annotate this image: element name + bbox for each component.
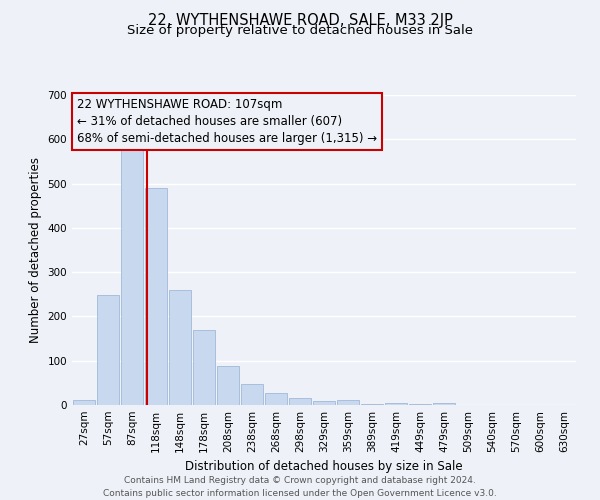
Text: 22, WYTHENSHAWE ROAD, SALE, M33 2JP: 22, WYTHENSHAWE ROAD, SALE, M33 2JP [148,12,452,28]
Bar [145,188,167,405]
Bar [265,393,287,405]
Text: Contains HM Land Registry data © Crown copyright and database right 2024.
Contai: Contains HM Land Registry data © Crown c… [103,476,497,498]
Text: 22 WYTHENSHAWE ROAD: 107sqm
← 31% of detached houses are smaller (607)
68% of se: 22 WYTHENSHAWE ROAD: 107sqm ← 31% of det… [77,98,377,145]
Bar [121,150,143,405]
Text: Size of property relative to detached houses in Sale: Size of property relative to detached ho… [127,24,473,37]
Bar [169,290,191,405]
Bar [97,295,119,405]
Bar [241,384,263,405]
Bar [409,404,431,405]
Bar [361,404,383,405]
Bar [313,402,335,405]
Y-axis label: Number of detached properties: Number of detached properties [29,157,42,343]
Bar [337,400,359,405]
X-axis label: Distribution of detached houses by size in Sale: Distribution of detached houses by size … [185,460,463,473]
Bar [193,330,215,405]
Bar [385,403,407,405]
Bar [289,398,311,405]
Bar [217,366,239,405]
Bar [73,400,95,405]
Bar [433,403,455,405]
